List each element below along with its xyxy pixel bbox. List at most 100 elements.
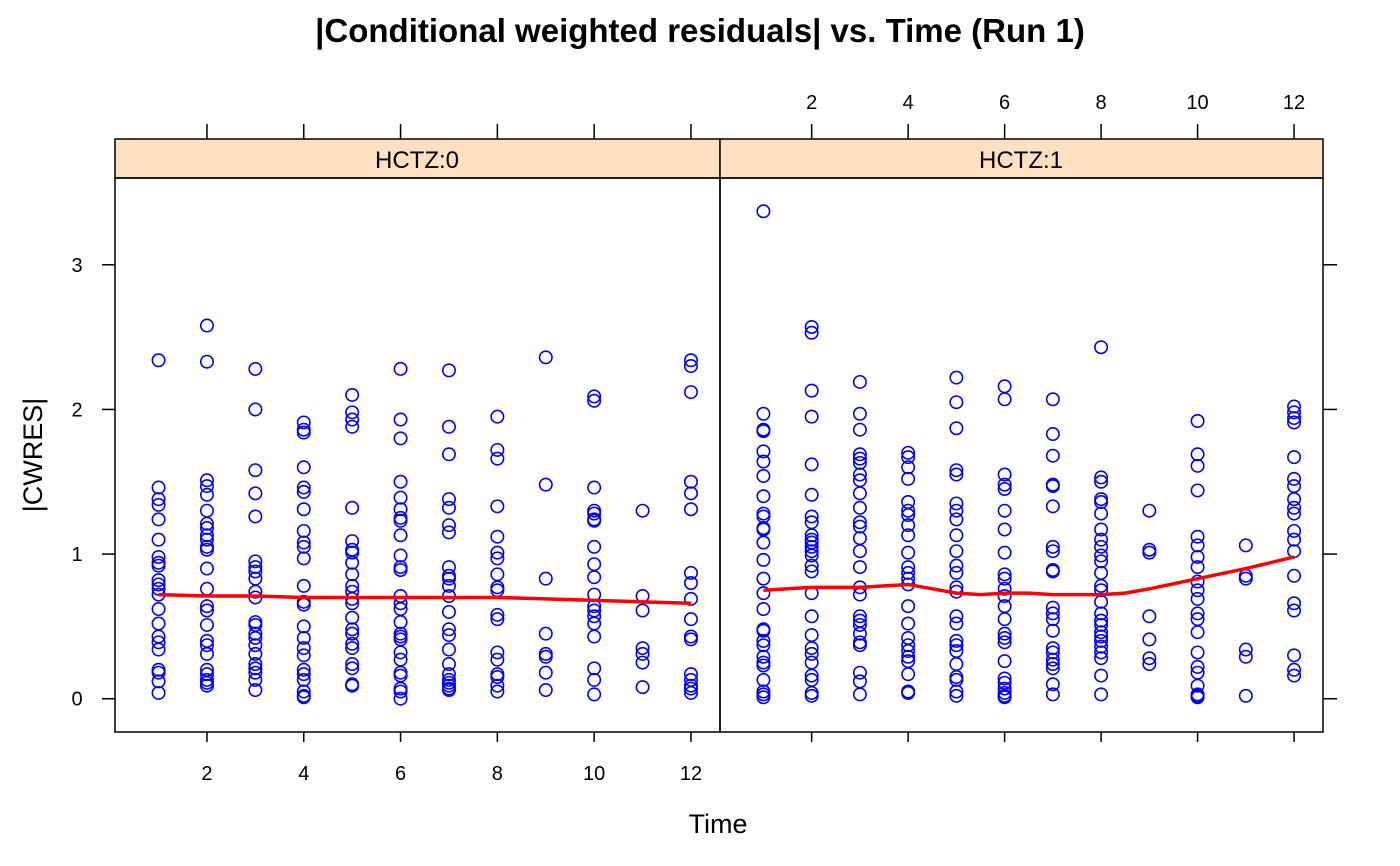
data-point: [756, 506, 771, 521]
data-point: [538, 350, 553, 365]
data-point: [901, 450, 916, 465]
data-point: [199, 539, 214, 554]
strip-label-hctz-1: HCTZ:1: [979, 147, 1063, 174]
data-point: [587, 389, 602, 404]
data-point: [441, 492, 456, 507]
data-point: [587, 687, 602, 702]
data-point: [683, 576, 698, 591]
data-point: [1287, 668, 1302, 683]
data-point: [1142, 545, 1157, 560]
data-point: [490, 678, 505, 693]
data-point: [1287, 568, 1302, 583]
data-point: [1045, 544, 1060, 559]
data-point: [345, 622, 360, 637]
data-point: [490, 580, 505, 595]
data-point: [1094, 687, 1109, 702]
data-point: [151, 616, 166, 631]
data-point: [393, 652, 408, 667]
smooth-line-hctz-0: [158, 592, 692, 606]
data-point: [248, 571, 263, 586]
data-point: [296, 422, 311, 437]
data-point: [901, 638, 916, 653]
data-point: [997, 545, 1012, 560]
data-point: [1190, 678, 1205, 693]
data-point: [1045, 427, 1060, 442]
data-point: [949, 565, 964, 580]
data-point: [587, 506, 602, 521]
data-point: [248, 486, 263, 501]
data-point: [199, 532, 214, 547]
data-point: [1094, 470, 1109, 485]
data-point: [852, 515, 867, 530]
data-point: [296, 460, 311, 475]
data-point: [804, 628, 819, 643]
data-point: [151, 353, 166, 368]
data-point: [756, 658, 771, 673]
data-point: [683, 612, 698, 627]
data-point: [345, 534, 360, 549]
data-point: [151, 642, 166, 657]
data-point: [151, 602, 166, 617]
data-point: [296, 662, 311, 677]
y-tick-label: 0: [71, 689, 82, 711]
data-point: [756, 424, 771, 439]
data-point: [1045, 677, 1060, 692]
data-point: [393, 668, 408, 683]
data-point: [1045, 499, 1060, 514]
data-point: [296, 480, 311, 495]
data-point: [683, 667, 698, 682]
data-point: [393, 645, 408, 660]
data-point: [997, 379, 1012, 394]
data-point: [1142, 651, 1157, 666]
data-point: [441, 642, 456, 657]
data-point: [296, 535, 311, 550]
data-point: [199, 646, 214, 661]
data-point: [199, 542, 214, 557]
data-point: [804, 528, 819, 543]
data-point: [248, 657, 263, 672]
x-tick-label: 4: [298, 763, 309, 785]
data-point: [949, 467, 964, 482]
data-point: [997, 481, 1012, 496]
data-point: [852, 544, 867, 559]
data-point: [1094, 606, 1109, 621]
data-point: [683, 681, 698, 696]
x-tick-label: 2: [201, 763, 212, 785]
y-tick-label: 2: [71, 399, 82, 421]
data-point: [804, 539, 819, 554]
data-point: [296, 484, 311, 499]
data-point: [1094, 583, 1109, 598]
data-point: [1287, 523, 1302, 538]
data-point: [1287, 544, 1302, 559]
data-point: [441, 622, 456, 637]
data-point: [1094, 651, 1109, 666]
data-point: [997, 630, 1012, 645]
data-point: [756, 204, 771, 219]
data-point: [199, 667, 214, 682]
data-point: [997, 581, 1012, 596]
data-point: [949, 512, 964, 527]
data-point: [441, 525, 456, 540]
x-tick-label: 10: [583, 763, 605, 785]
data-point: [804, 688, 819, 703]
data-point: [1094, 522, 1109, 537]
data-point: [949, 370, 964, 385]
data-point: [804, 564, 819, 579]
data-point: [949, 616, 964, 631]
data-point: [852, 674, 867, 689]
data-point: [804, 325, 819, 340]
x-tick-label: 6: [999, 92, 1010, 114]
data-point: [199, 561, 214, 576]
data-point: [1142, 632, 1157, 647]
data-point: [804, 609, 819, 624]
data-point: [997, 681, 1012, 696]
data-point: [441, 667, 456, 682]
data-point: [997, 589, 1012, 604]
data-point: [393, 474, 408, 489]
data-point: [248, 463, 263, 478]
data-point: [901, 649, 916, 664]
data-point: [756, 509, 771, 524]
data-point: [587, 616, 602, 631]
data-point: [1045, 606, 1060, 621]
data-point: [151, 665, 166, 680]
